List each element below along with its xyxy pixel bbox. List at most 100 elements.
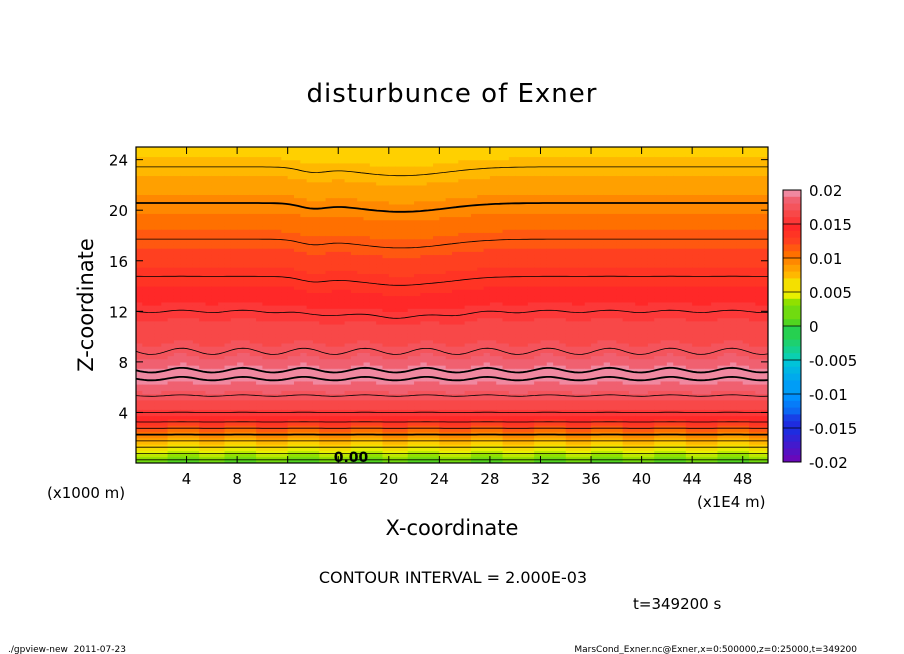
fill-cell <box>325 248 333 252</box>
fill-cell <box>167 323 175 328</box>
fill-cell <box>186 169 194 173</box>
fill-cell <box>395 333 403 338</box>
fill-cell <box>407 459 415 463</box>
fill-cell <box>148 279 156 284</box>
fill-cell <box>136 286 143 290</box>
fill-cell <box>369 222 377 227</box>
fill-cell <box>167 342 175 347</box>
fill-cell <box>294 298 301 303</box>
fill-cell <box>249 270 257 274</box>
fill-cell <box>414 390 421 395</box>
fill-cell <box>325 162 333 167</box>
fill-cell <box>249 399 257 404</box>
fill-cell <box>186 349 194 353</box>
fill-cell <box>154 317 162 322</box>
fill-cell <box>331 276 339 281</box>
fill-cell <box>173 178 181 183</box>
fill-cell <box>325 393 333 398</box>
fill-cell <box>395 159 403 164</box>
fill-cell <box>249 165 257 170</box>
fill-cell <box>433 200 440 205</box>
fill-cell <box>136 203 143 208</box>
fill-cell <box>199 282 207 287</box>
fill-cell <box>142 159 150 164</box>
fill-cell <box>136 241 143 246</box>
fill-cell <box>154 447 162 451</box>
fill-cell <box>395 289 403 293</box>
fill-cell <box>211 355 219 360</box>
fill-cell <box>262 219 270 224</box>
fill-cell <box>376 339 384 344</box>
fill-cell <box>312 428 320 432</box>
fill-cell <box>287 270 295 274</box>
fill-cell <box>445 418 453 423</box>
fill-cell <box>433 308 440 312</box>
fill-cell <box>243 320 251 325</box>
fill-cell <box>218 352 226 357</box>
fill-cell <box>192 447 200 451</box>
fill-cell <box>312 440 320 445</box>
fill-cell <box>186 238 194 243</box>
fill-cell <box>363 200 371 205</box>
fill-cell <box>262 203 270 208</box>
fill-cell <box>186 371 194 376</box>
fill-cell <box>325 456 333 461</box>
fill-cell <box>154 282 162 287</box>
fill-cell <box>401 267 409 271</box>
fill-cell <box>401 434 409 439</box>
fill-cell <box>382 270 390 274</box>
fill-cell <box>363 314 371 319</box>
fill-cell <box>407 216 415 221</box>
fill-cell <box>420 361 428 366</box>
fill-cell <box>363 358 371 363</box>
fill-cell <box>338 194 346 199</box>
fill-cell <box>395 194 403 199</box>
fill-cell <box>312 235 320 240</box>
fill-cell <box>344 286 352 290</box>
fill-cell <box>312 165 320 170</box>
fill-cell <box>300 150 308 154</box>
fill-cell <box>376 169 384 173</box>
fill-cell <box>237 235 245 240</box>
fill-cell <box>205 361 213 366</box>
fill-cell <box>439 333 447 338</box>
fill-cell <box>357 200 365 205</box>
fill-cell <box>142 153 150 158</box>
fill-cell <box>136 156 143 161</box>
fill-cell <box>395 172 403 177</box>
fill-cell <box>192 235 200 240</box>
fill-cell <box>167 159 175 164</box>
fill-cell <box>445 241 453 246</box>
fill-cell <box>199 412 207 417</box>
fill-cell <box>433 219 440 224</box>
fill-cell <box>256 456 263 461</box>
fill-cell <box>237 327 245 331</box>
fill-cell <box>154 406 162 410</box>
fill-cell <box>439 213 447 218</box>
fill-cell <box>445 286 453 290</box>
fill-cell <box>211 203 219 208</box>
fill-cell <box>243 191 251 195</box>
fill-cell <box>395 390 403 395</box>
fill-cell <box>401 282 409 287</box>
fill-cell <box>306 232 314 237</box>
fill-cell <box>205 428 213 432</box>
fill-cell <box>338 323 346 328</box>
fill-cell <box>331 412 339 417</box>
fill-cell <box>401 380 409 385</box>
fill-cell <box>382 459 390 463</box>
fill-cell <box>281 226 289 230</box>
fill-cell <box>331 251 339 256</box>
fill-cell <box>230 213 238 218</box>
fill-cell <box>433 238 440 243</box>
fill-cell <box>388 393 396 398</box>
fill-cell <box>230 191 238 195</box>
fill-cell <box>211 238 219 243</box>
fill-cell <box>268 437 276 442</box>
fill-cell <box>249 276 257 281</box>
fill-cell <box>433 374 440 379</box>
fill-cell <box>211 282 219 287</box>
fill-cell <box>136 169 143 173</box>
fill-cell <box>275 295 282 300</box>
fill-cell <box>363 418 371 423</box>
